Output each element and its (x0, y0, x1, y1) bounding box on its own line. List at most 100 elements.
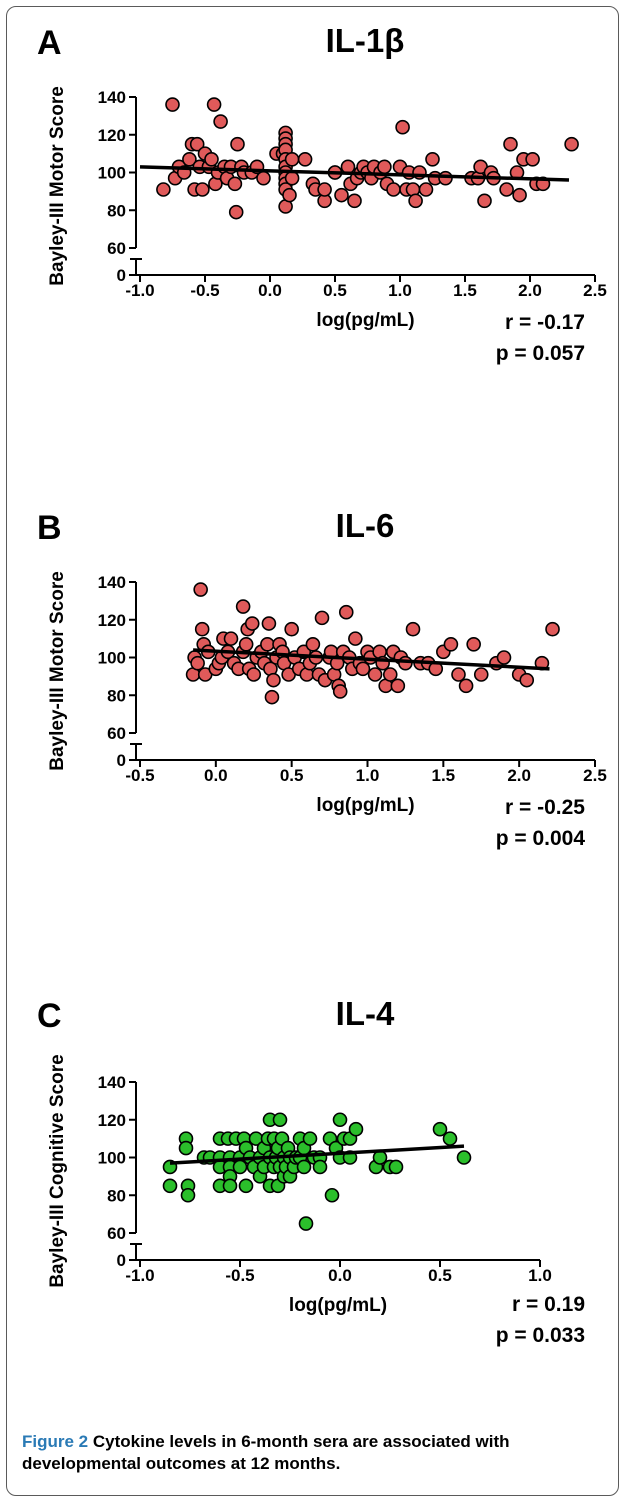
data-point (297, 151, 313, 167)
data-point (238, 636, 254, 652)
data-point (260, 636, 275, 652)
data-point (432, 1121, 448, 1137)
data-point (451, 667, 466, 682)
data-point (405, 621, 421, 637)
data-point (298, 1216, 314, 1231)
y-tick-label: 80 (107, 686, 126, 705)
data-point (282, 187, 297, 203)
data-point (466, 636, 481, 652)
data-point (228, 204, 244, 220)
y-tick-label: 100 (98, 164, 126, 183)
y-tick-label: 80 (107, 1186, 126, 1205)
trend-line (139, 165, 570, 182)
data-point (266, 672, 281, 688)
chart-title: IL-4 (336, 995, 395, 1032)
data-point (302, 1131, 318, 1146)
data-point (519, 672, 535, 688)
data-point (338, 604, 354, 620)
y-tick-label: 0 (117, 751, 126, 770)
data-point (332, 684, 348, 699)
data-point (377, 159, 392, 175)
data-point (564, 136, 579, 152)
data-point (314, 610, 330, 626)
data-point (512, 187, 527, 203)
caption-text: Cytokine levels in 6-month sera are asso… (22, 1432, 510, 1473)
y-tick-label: 120 (98, 1111, 126, 1130)
data-point (395, 119, 410, 135)
correlation-r: r = -0.25 (505, 796, 585, 819)
data-point (473, 667, 489, 682)
data-point (312, 1159, 328, 1175)
data-point (388, 1159, 404, 1175)
x-tick-label: -0.5 (190, 281, 219, 300)
x-tick-label: 1.0 (388, 281, 412, 300)
data-point (223, 631, 239, 646)
y-tick-label: 60 (107, 724, 126, 743)
data-point (334, 187, 349, 203)
y-tick-label: 140 (98, 88, 126, 107)
x-tick-label: 2.5 (583, 766, 607, 785)
x-tick-label: -1.0 (125, 1266, 154, 1285)
y-axis-title: Bayley-III Cognitive Score (47, 1054, 68, 1287)
data-point (545, 621, 560, 637)
data-point (194, 621, 210, 637)
data-point (193, 582, 208, 597)
data-point (438, 170, 453, 186)
data-point (238, 1178, 254, 1194)
data-point (284, 621, 299, 637)
y-tick-label: 0 (117, 266, 126, 285)
data-point (386, 182, 401, 197)
data-point (458, 678, 474, 694)
data-point (348, 1121, 364, 1137)
data-point (256, 170, 271, 186)
data-point (348, 631, 363, 646)
data-point (332, 1112, 348, 1128)
data-point (496, 650, 512, 665)
x-tick-label: -0.5 (125, 766, 154, 785)
data-point (456, 1150, 472, 1165)
y-tick-label: 60 (107, 239, 126, 258)
x-tick-label: 2.5 (583, 281, 607, 300)
data-point (213, 114, 228, 129)
data-point (189, 136, 205, 152)
x-tick-label: -0.5 (225, 1266, 254, 1285)
data-point (235, 599, 251, 614)
y-tick-label: 0 (117, 1251, 126, 1270)
trend-line (169, 1144, 465, 1165)
data-point (230, 136, 245, 152)
x-tick-label: 0.5 (280, 766, 304, 785)
data-point (347, 193, 362, 209)
trend-line (192, 648, 550, 671)
data-point (324, 1187, 340, 1203)
data-point (272, 1112, 288, 1128)
data-point (165, 97, 180, 112)
data-point (355, 661, 371, 677)
data-point (206, 97, 222, 112)
x-axis-title: log(pg/mL) (316, 310, 414, 331)
y-tick-label: 120 (98, 611, 126, 630)
data-point (246, 667, 262, 682)
data-point (525, 151, 540, 167)
x-tick-label: 0.0 (328, 1266, 352, 1285)
y-axis-title: Bayley-III Motor Score (47, 571, 68, 771)
caption-label: Figure 2 (22, 1432, 89, 1451)
data-point (182, 151, 197, 167)
data-point (195, 182, 210, 197)
data-point (222, 1178, 238, 1194)
x-tick-label: 0.5 (323, 281, 347, 300)
data-point (382, 667, 398, 682)
data-point (425, 151, 440, 167)
x-tick-label: -1.0 (125, 281, 154, 300)
data-point (178, 1140, 194, 1156)
data-point (390, 678, 406, 694)
panel-letter: C (37, 997, 62, 1035)
x-tick-label: 0.0 (204, 766, 228, 785)
y-tick-label: 80 (107, 201, 126, 220)
x-tick-label: 1.0 (356, 766, 380, 785)
figure-frame (6, 6, 619, 1496)
x-tick-label: 1.0 (528, 1266, 552, 1285)
data-point (284, 170, 300, 186)
chart-title: IL-1β (326, 22, 405, 59)
data-point (162, 1178, 178, 1194)
